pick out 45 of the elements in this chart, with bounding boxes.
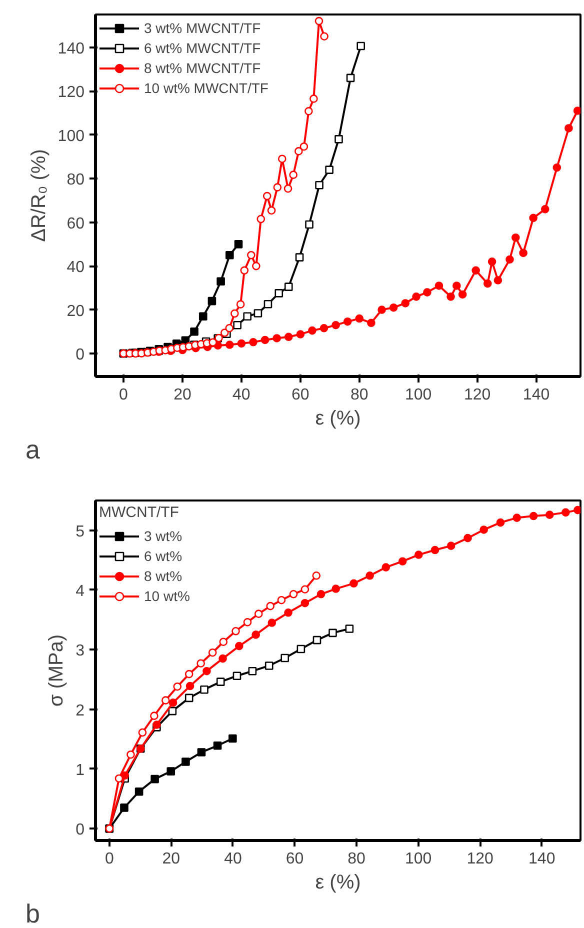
- y-tick-label: 20: [66, 302, 85, 320]
- legend-label: 8 wt%: [144, 568, 182, 584]
- y-tick-label: 120: [58, 84, 85, 102]
- text: b: [26, 898, 40, 928]
- y-tick-label: 60: [66, 215, 85, 232]
- x-tick-label: 120: [464, 386, 491, 404]
- x-tick-label: 40: [224, 850, 242, 868]
- y-tick-label: 80: [66, 172, 85, 189]
- legend-label: 6 wt%: [144, 548, 182, 564]
- y-tick-label: 40: [66, 259, 85, 276]
- y-tick-label: 140: [58, 40, 85, 58]
- legend-label: 3 wt% MWCNT/TF: [144, 20, 261, 36]
- y-tick-label: 5: [76, 523, 85, 540]
- y-tick-label: 100: [58, 128, 85, 145]
- legend-label: 8 wt% MWCNT/TF: [144, 60, 261, 76]
- legend-title: MWCNT/TF: [99, 504, 180, 521]
- legend-label: 6 wt% MWCNT/TF: [144, 40, 261, 56]
- y-tick-label: 3: [76, 642, 85, 660]
- x-axis-title: ε (%): [315, 408, 361, 430]
- y-tick-label: 2: [76, 702, 85, 720]
- x-axis-title: ε (%): [315, 872, 361, 894]
- x-tick-label: 40: [232, 386, 250, 404]
- y-axis-title: ΔR/R₀ (%): [28, 149, 50, 242]
- x-tick-label: 0: [104, 850, 114, 868]
- y-tick-label: 1: [76, 762, 85, 779]
- x-tick-label: 20: [162, 850, 180, 868]
- x-tick-label: 140: [522, 386, 550, 404]
- x-tick-label: 20: [174, 386, 192, 404]
- y-tick-label: 4: [76, 582, 85, 600]
- x-tick-label: 60: [292, 386, 310, 404]
- y-tick-label: 0: [76, 346, 85, 364]
- legend-label: 10 wt% MWCNT/TF: [144, 80, 268, 96]
- x-tick-label: 60: [286, 850, 304, 868]
- legend-label: 10 wt%: [144, 588, 190, 604]
- text: a: [26, 434, 40, 464]
- legend-label: 3 wt%: [144, 528, 182, 544]
- x-tick-label: 100: [404, 850, 432, 868]
- x-tick-label: 80: [348, 850, 366, 868]
- x-tick-label: 140: [528, 850, 556, 868]
- x-tick-label: 80: [350, 386, 368, 404]
- y-tick-label: 0: [76, 822, 85, 839]
- x-tick-label: 120: [466, 850, 494, 868]
- y-axis-title: σ (MPa): [46, 634, 68, 707]
- x-tick-label: 100: [404, 386, 432, 404]
- x-tick-label: 0: [119, 386, 128, 404]
